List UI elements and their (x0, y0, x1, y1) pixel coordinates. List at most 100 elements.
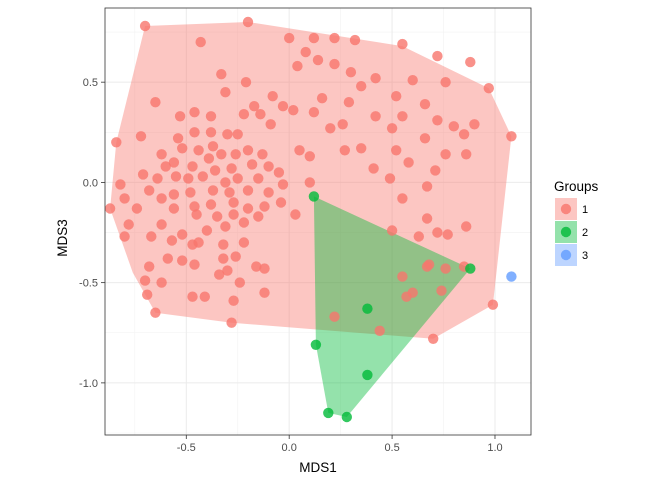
point-group-1 (325, 123, 336, 134)
point-group-1 (436, 285, 447, 296)
point-group-2 (341, 411, 352, 423)
point-group-1 (150, 97, 161, 108)
point-group-1 (207, 141, 219, 152)
point-group-1 (461, 149, 472, 160)
point-group-1 (397, 193, 408, 204)
point-group-1 (343, 97, 355, 108)
point-group-2 (362, 369, 373, 381)
point-group-2 (310, 339, 322, 350)
point-group-1 (329, 32, 340, 44)
point-group-2 (465, 263, 476, 274)
point-group-1 (308, 107, 320, 118)
legend-marker-2 (560, 226, 572, 238)
legend-marker-3 (560, 249, 572, 261)
point-group-1 (442, 229, 453, 240)
legend-marker-1 (560, 203, 572, 215)
point-group-1 (300, 46, 311, 58)
point-group-1 (257, 149, 268, 160)
point-group-1 (230, 251, 241, 262)
point-group-1 (386, 123, 398, 134)
point-group-1 (413, 231, 424, 242)
point-group-1 (386, 225, 398, 236)
point-group-1 (265, 119, 276, 130)
point-group-1 (259, 263, 270, 274)
point-group-1 (251, 261, 262, 272)
point-group-1 (197, 171, 208, 182)
point-group-1 (222, 265, 233, 276)
y-tick-label: -0.5 (79, 278, 98, 290)
point-group-1 (368, 163, 379, 174)
point-group-1 (242, 145, 254, 156)
point-group-1 (242, 16, 254, 28)
point-group-1 (384, 173, 396, 184)
plot-panel (105, 8, 531, 435)
point-group-1 (308, 32, 320, 44)
point-group-1 (259, 287, 270, 298)
point-group-1 (226, 163, 237, 174)
point-group-1 (226, 317, 237, 328)
point-group-1 (238, 217, 250, 228)
point-group-1 (273, 167, 285, 178)
point-group-1 (228, 197, 239, 208)
panel-frame (104, 7, 532, 436)
point-group-1 (440, 263, 451, 274)
point-group-1 (401, 291, 412, 302)
point-group-1 (205, 199, 217, 210)
point-group-1 (228, 209, 239, 220)
point-group-1 (263, 187, 274, 198)
point-group-1 (205, 111, 217, 122)
x-tick-label: -0.5 (177, 442, 196, 454)
y-axis-title: MDS3 (55, 219, 70, 257)
point-group-1 (139, 20, 151, 32)
point-group-1 (253, 211, 264, 222)
panel-background (105, 8, 531, 435)
point-group-1 (292, 60, 303, 72)
point-group-1 (277, 101, 289, 112)
point-group-1 (407, 75, 418, 86)
point-group-1 (288, 105, 299, 116)
point-group-1 (440, 149, 451, 160)
point-group-1 (193, 237, 204, 248)
point-group-1 (440, 77, 451, 88)
point-group-1 (160, 161, 171, 172)
point-group-1 (304, 151, 315, 162)
point-group-1 (119, 231, 130, 242)
point-group-1 (139, 275, 151, 286)
point-group-1 (218, 239, 229, 250)
point-group-1 (209, 165, 221, 176)
legend-label-2: 2 (582, 227, 588, 239)
point-group-1 (195, 36, 206, 48)
point-group-1 (259, 201, 270, 212)
point-group-1 (255, 109, 266, 120)
point-group-1 (185, 187, 196, 198)
point-group-1 (212, 211, 223, 222)
point-group-2 (362, 303, 373, 314)
point-group-1 (183, 173, 194, 184)
point-group-1 (506, 131, 517, 142)
point-group-1 (397, 38, 408, 50)
x-tick-label: 0.5 (384, 442, 399, 454)
point-group-1 (284, 32, 295, 44)
point-group-1 (421, 181, 433, 192)
point-group-1 (329, 58, 340, 70)
point-group-1 (189, 201, 200, 212)
point-group-1 (115, 179, 126, 190)
point-group-1 (397, 111, 408, 122)
point-group-1 (448, 121, 459, 132)
point-group-1 (168, 203, 180, 214)
point-group-1 (419, 99, 431, 110)
point-group-1 (220, 87, 231, 98)
point-group-1 (152, 173, 163, 184)
point-group-1 (135, 131, 147, 142)
point-group-1 (220, 221, 231, 232)
point-group-1 (156, 277, 167, 288)
x-axis-title: MDS1 (299, 460, 337, 475)
point-group-1 (304, 177, 315, 188)
point-group-1 (162, 253, 173, 264)
point-group-1 (458, 129, 470, 140)
x-axis-ticks: -0.5 0.0 0.5 1.0 (177, 435, 503, 454)
point-group-1 (216, 69, 227, 80)
point-group-1 (191, 209, 202, 220)
point-group-1 (290, 209, 301, 220)
